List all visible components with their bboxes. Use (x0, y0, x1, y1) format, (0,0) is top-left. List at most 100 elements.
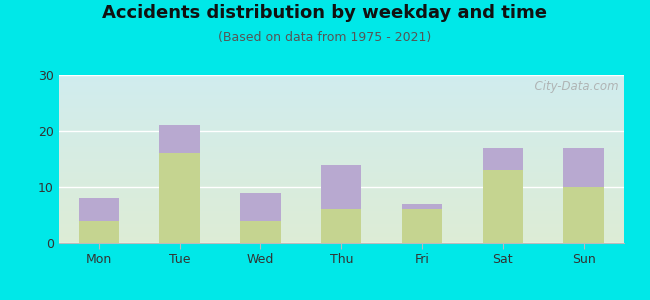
Bar (58, 207, 624, 208)
Bar (58, 152, 624, 153)
Bar (58, 197, 624, 198)
Bar (58, 133, 624, 134)
Bar (58, 179, 624, 180)
Bar (58, 183, 624, 184)
Bar (58, 186, 624, 187)
Bar (58, 162, 624, 163)
Bar (58, 233, 624, 234)
Bar (58, 93, 624, 94)
Bar (58, 76, 624, 77)
Bar (58, 89, 624, 90)
Bar (58, 238, 624, 239)
Bar (58, 97, 624, 98)
Bar (58, 217, 624, 218)
Bar (58, 113, 624, 114)
Bar (58, 120, 624, 121)
Bar (58, 174, 624, 175)
Bar (58, 141, 624, 142)
Bar (58, 136, 624, 137)
Bar (58, 189, 624, 190)
Bar (58, 178, 624, 179)
Bar (58, 134, 624, 135)
Bar (58, 242, 624, 243)
Bar (58, 220, 624, 221)
Bar (58, 239, 624, 240)
Bar (58, 235, 624, 236)
Bar (58, 125, 624, 126)
Bar (58, 187, 624, 188)
Bar (58, 80, 624, 81)
Bar (58, 170, 624, 171)
Bar (58, 99, 624, 100)
Bar (58, 230, 624, 231)
Bar (58, 195, 624, 196)
Bar (58, 158, 624, 159)
Bar (482, 170, 523, 243)
Bar (58, 94, 624, 95)
Bar (58, 77, 624, 78)
Bar (58, 215, 624, 216)
Bar (321, 165, 361, 209)
Bar (58, 104, 624, 105)
Bar (58, 188, 624, 189)
Bar (58, 82, 624, 83)
Bar (58, 214, 624, 215)
Bar (58, 212, 624, 213)
Bar (58, 102, 624, 103)
Bar (58, 90, 624, 91)
Bar (58, 194, 624, 195)
Bar (58, 200, 624, 201)
Bar (58, 223, 624, 224)
Bar (402, 209, 442, 243)
Bar (58, 184, 624, 185)
Bar (58, 103, 624, 104)
Text: Accidents distribution by weekday and time: Accidents distribution by weekday and ti… (103, 4, 547, 22)
Bar (58, 181, 624, 182)
Bar (58, 114, 624, 115)
Bar (58, 167, 624, 168)
Bar (58, 143, 624, 144)
Bar (58, 237, 624, 238)
Bar (58, 227, 624, 228)
Bar (58, 218, 624, 219)
Bar (58, 160, 624, 161)
Bar (58, 199, 624, 200)
Bar (58, 172, 624, 173)
Bar (58, 79, 624, 80)
Bar (58, 169, 624, 170)
Bar (58, 96, 624, 97)
Bar (58, 229, 624, 230)
Bar (58, 240, 624, 241)
Bar (58, 110, 624, 111)
Bar (58, 234, 624, 235)
Bar (58, 137, 624, 138)
Bar (159, 125, 200, 153)
Bar (58, 109, 624, 110)
Bar (482, 148, 523, 170)
Bar (58, 129, 624, 130)
Bar (58, 219, 624, 220)
Bar (58, 92, 624, 93)
Bar (58, 216, 624, 217)
Bar (58, 210, 624, 211)
Text: City-Data.com: City-Data.com (526, 80, 618, 93)
Bar (58, 161, 624, 162)
Bar (58, 147, 624, 148)
Bar (58, 81, 624, 82)
Bar (58, 171, 624, 172)
Bar (564, 148, 604, 187)
Bar (58, 135, 624, 136)
Bar (58, 241, 624, 242)
Bar (58, 173, 624, 174)
Bar (58, 78, 624, 79)
Bar (58, 106, 624, 107)
Bar (58, 84, 624, 85)
Bar (58, 111, 624, 112)
Bar (58, 151, 624, 152)
Bar (58, 139, 624, 140)
Bar (58, 238, 624, 239)
Bar (58, 156, 624, 157)
Bar (58, 177, 624, 178)
Bar (58, 159, 624, 160)
Bar (58, 140, 624, 141)
